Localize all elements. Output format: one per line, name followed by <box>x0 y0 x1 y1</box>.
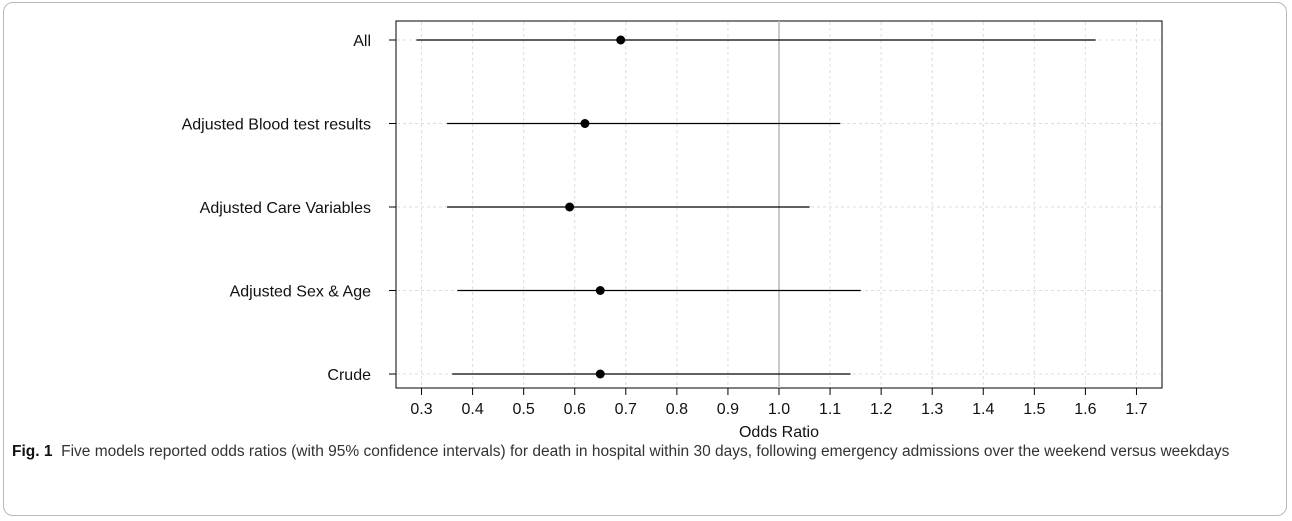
x-tick-label: 0.5 <box>513 401 535 418</box>
point-estimate <box>580 119 590 128</box>
x-tick-label: 0.9 <box>717 401 739 418</box>
caption-label: Fig. 1 <box>12 443 53 460</box>
x-tick-label: 0.7 <box>615 401 637 418</box>
point-estimate <box>565 202 575 212</box>
x-tick-label: 0.4 <box>461 401 483 418</box>
row-label: Adjusted Blood test results <box>182 117 371 134</box>
x-tick-label: 1.2 <box>870 401 892 418</box>
figure-frame <box>3 2 1287 516</box>
x-tick-label: 1.1 <box>819 401 841 418</box>
x-tick-label: 1.5 <box>1023 401 1045 418</box>
x-tick-label: 1.6 <box>1074 401 1096 418</box>
row-label: Adjusted Care Variables <box>200 200 371 217</box>
caption-text: Five models reported odds ratios (with 9… <box>61 443 1230 460</box>
point-estimate <box>595 369 605 379</box>
x-tick-label: 1.4 <box>972 401 994 418</box>
x-axis: 0.3 0.4 0.5 0.6 0.7 0.8 0.9 1.0 1.1 1.2 1.3 1.4 1.5 1… <box>410 388 1148 418</box>
forest-plot: 0.3 0.4 0.5 0.6 0.7 0.8 0.9 1.0 1.1 1.2 1.3 1.4 1.5 1… <box>182 20 1163 440</box>
grid-layer <box>397 21 1161 388</box>
x-tick-label: 0.6 <box>564 401 586 418</box>
x-tick-label: 1.7 <box>1125 401 1147 418</box>
row-label: All <box>353 33 371 50</box>
rows-layer: All Adjusted Blood test results Adjusted C… <box>182 33 1096 384</box>
point-estimate <box>595 286 605 295</box>
x-tick-label: 1.0 <box>768 401 790 418</box>
x-axis-label: Odds Ratio <box>739 424 819 440</box>
x-tick-label: 0.8 <box>666 401 688 418</box>
point-estimate <box>616 35 626 45</box>
figure-caption: Fig. 1 Five models reported odds ratios … <box>12 441 1282 463</box>
x-tick-label: 0.3 <box>410 401 432 418</box>
row-label: Crude <box>327 367 371 384</box>
x-tick-label: 1.3 <box>921 401 943 418</box>
row-label: Adjusted Sex & Age <box>230 284 372 301</box>
